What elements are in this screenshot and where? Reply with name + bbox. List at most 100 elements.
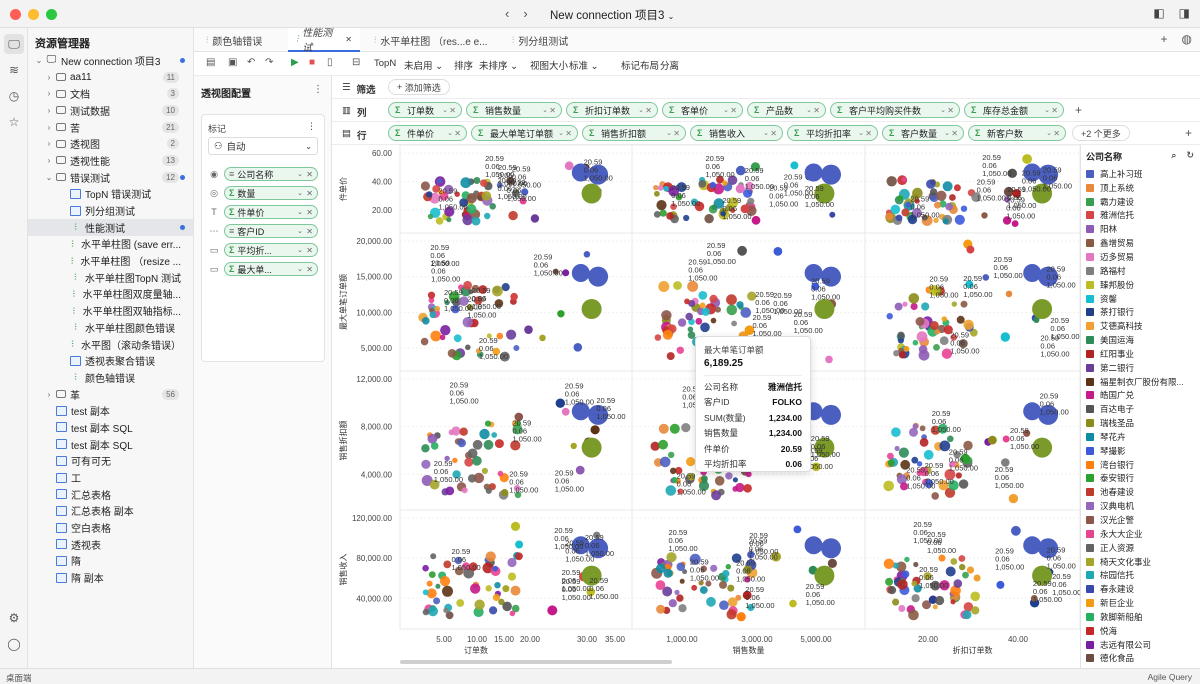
scatter-point[interactable] xyxy=(428,571,436,578)
color-icon[interactable]: ◉ xyxy=(210,168,218,179)
scatter-point-large[interactable] xyxy=(1032,299,1053,319)
scatter-point[interactable] xyxy=(1007,168,1017,178)
scatter-point-large[interactable] xyxy=(571,536,590,555)
scatter-point[interactable] xyxy=(887,452,894,460)
scatter-point[interactable] xyxy=(916,461,923,467)
size-icon[interactable]: ◎ xyxy=(210,187,218,198)
scatter-point[interactable] xyxy=(941,348,953,359)
scatter-point-large[interactable] xyxy=(814,437,835,458)
scatter-point-large[interactable] xyxy=(1038,164,1059,185)
legend-item[interactable]: 池春建设 xyxy=(1081,485,1200,499)
encoding-pill[interactable]: Σ 最大单... ⌄ ✕ xyxy=(224,262,318,276)
scatter-point[interactable] xyxy=(720,211,726,217)
scatter-point[interactable] xyxy=(912,339,919,346)
scatter-point[interactable] xyxy=(700,565,707,573)
scatter-point[interactable] xyxy=(933,217,939,224)
scatter-point[interactable] xyxy=(971,192,982,202)
scatter-point-large[interactable] xyxy=(804,536,823,555)
scatter-point-large[interactable] xyxy=(1032,437,1053,458)
scatter-point[interactable] xyxy=(506,329,517,340)
legend-item[interactable]: 茶打银行 xyxy=(1081,305,1200,319)
scatter-point[interactable] xyxy=(945,202,953,211)
legend-item[interactable]: 高上补习班 xyxy=(1081,167,1200,181)
scatter-point[interactable] xyxy=(898,605,906,612)
scatter-point[interactable] xyxy=(570,442,577,450)
scatter-point-large[interactable] xyxy=(581,565,602,586)
remove-icon[interactable]: ✕ xyxy=(865,128,872,138)
scatter-point[interactable] xyxy=(727,197,739,208)
layers-icon[interactable]: ≋ xyxy=(8,63,20,77)
remove-icon[interactable]: ✕ xyxy=(306,188,313,198)
scatter-point[interactable] xyxy=(963,602,974,612)
scatter-point[interactable] xyxy=(740,307,752,318)
chart-svg[interactable]: 件单价 60.00 40.00 20.00 最大单笔订单额 20,000.00 15,000… xyxy=(332,145,1080,668)
chevron-down-icon[interactable]: ⌄ xyxy=(723,107,729,114)
scatter-point[interactable] xyxy=(1000,332,1010,342)
scatter-point[interactable] xyxy=(996,580,1005,589)
scatter-point[interactable] xyxy=(726,304,738,316)
scatter-point[interactable] xyxy=(466,304,474,311)
tree-item[interactable]: › 测试数据 10 xyxy=(28,102,193,119)
scatter-point[interactable] xyxy=(825,355,833,364)
scatter-point[interactable] xyxy=(515,540,524,549)
sort-dropdown[interactable]: 未排序 ⌄ xyxy=(479,61,519,72)
scatter-point[interactable] xyxy=(668,185,679,197)
scatter-point[interactable] xyxy=(894,302,903,311)
tree-item[interactable]: 列分组测试 xyxy=(28,202,193,219)
scatter-point[interactable] xyxy=(699,586,708,594)
remove-icon[interactable]: ✕ xyxy=(813,105,820,115)
scatter-point[interactable] xyxy=(444,184,454,195)
tree-item[interactable]: ⫶ 水平单柱图颜色错误 xyxy=(28,319,193,336)
legend-item[interactable]: 泰安银行 xyxy=(1081,472,1200,486)
scatter-point[interactable] xyxy=(666,212,674,220)
scatter-point[interactable] xyxy=(790,161,799,170)
scatter-point[interactable] xyxy=(947,435,954,443)
scatter-point[interactable] xyxy=(960,300,968,308)
scatter-point[interactable] xyxy=(747,603,755,612)
scatter-point[interactable] xyxy=(679,578,685,584)
scatter-point[interactable] xyxy=(689,553,701,565)
scatter-point[interactable] xyxy=(443,607,449,614)
scatter-point[interactable] xyxy=(742,590,752,600)
scatter-point[interactable] xyxy=(960,453,971,464)
scatter-point[interactable] xyxy=(914,198,920,204)
scatter-point[interactable] xyxy=(421,459,431,469)
scatter-point[interactable] xyxy=(1002,435,1010,443)
scatter-point[interactable] xyxy=(731,320,737,327)
scatter-point[interactable] xyxy=(740,204,750,214)
legend-item[interactable]: 新巨企业 xyxy=(1081,596,1200,610)
scatter-point[interactable] xyxy=(530,214,540,223)
scatter-point[interactable] xyxy=(435,583,441,589)
scatter-point[interactable] xyxy=(657,185,664,191)
scatter-point[interactable] xyxy=(471,216,481,226)
scatter-point[interactable] xyxy=(962,610,972,620)
scatter-point[interactable] xyxy=(958,339,968,349)
chevron-down-icon[interactable]: ⌄ xyxy=(944,130,950,137)
scatter-point-large[interactable] xyxy=(1038,404,1059,425)
scatter-point[interactable] xyxy=(650,441,660,451)
scatter-point[interactable] xyxy=(949,460,957,468)
tree-item[interactable]: › aa11 11 xyxy=(28,69,193,86)
scatter-point[interactable] xyxy=(489,203,496,210)
scatter-point-large[interactable] xyxy=(1038,538,1059,559)
scatter-point[interactable] xyxy=(736,612,746,622)
scatter-point[interactable] xyxy=(583,251,591,258)
label-icon[interactable]: T xyxy=(211,207,217,217)
scatter-point[interactable] xyxy=(470,583,481,594)
scatter-point[interactable] xyxy=(955,472,962,479)
chevron-down-icon[interactable]: ⌄ xyxy=(638,107,644,114)
scatter-point[interactable] xyxy=(963,440,973,451)
scatter-point[interactable] xyxy=(1023,429,1031,437)
scatter-point[interactable] xyxy=(885,577,894,586)
scatter-point-large[interactable] xyxy=(1032,565,1053,586)
scatter-point[interactable] xyxy=(514,412,524,422)
scatter-point[interactable] xyxy=(965,280,974,289)
scatter-point[interactable] xyxy=(1005,290,1013,298)
scatter-point[interactable] xyxy=(962,571,969,579)
scatter-point-large[interactable] xyxy=(1032,183,1053,204)
scatter-point[interactable] xyxy=(934,201,941,209)
scatter-point-large[interactable] xyxy=(821,538,841,559)
scatter-point[interactable] xyxy=(420,337,429,346)
scatter-point[interactable] xyxy=(676,594,684,602)
scatter-point-large[interactable] xyxy=(821,404,841,425)
